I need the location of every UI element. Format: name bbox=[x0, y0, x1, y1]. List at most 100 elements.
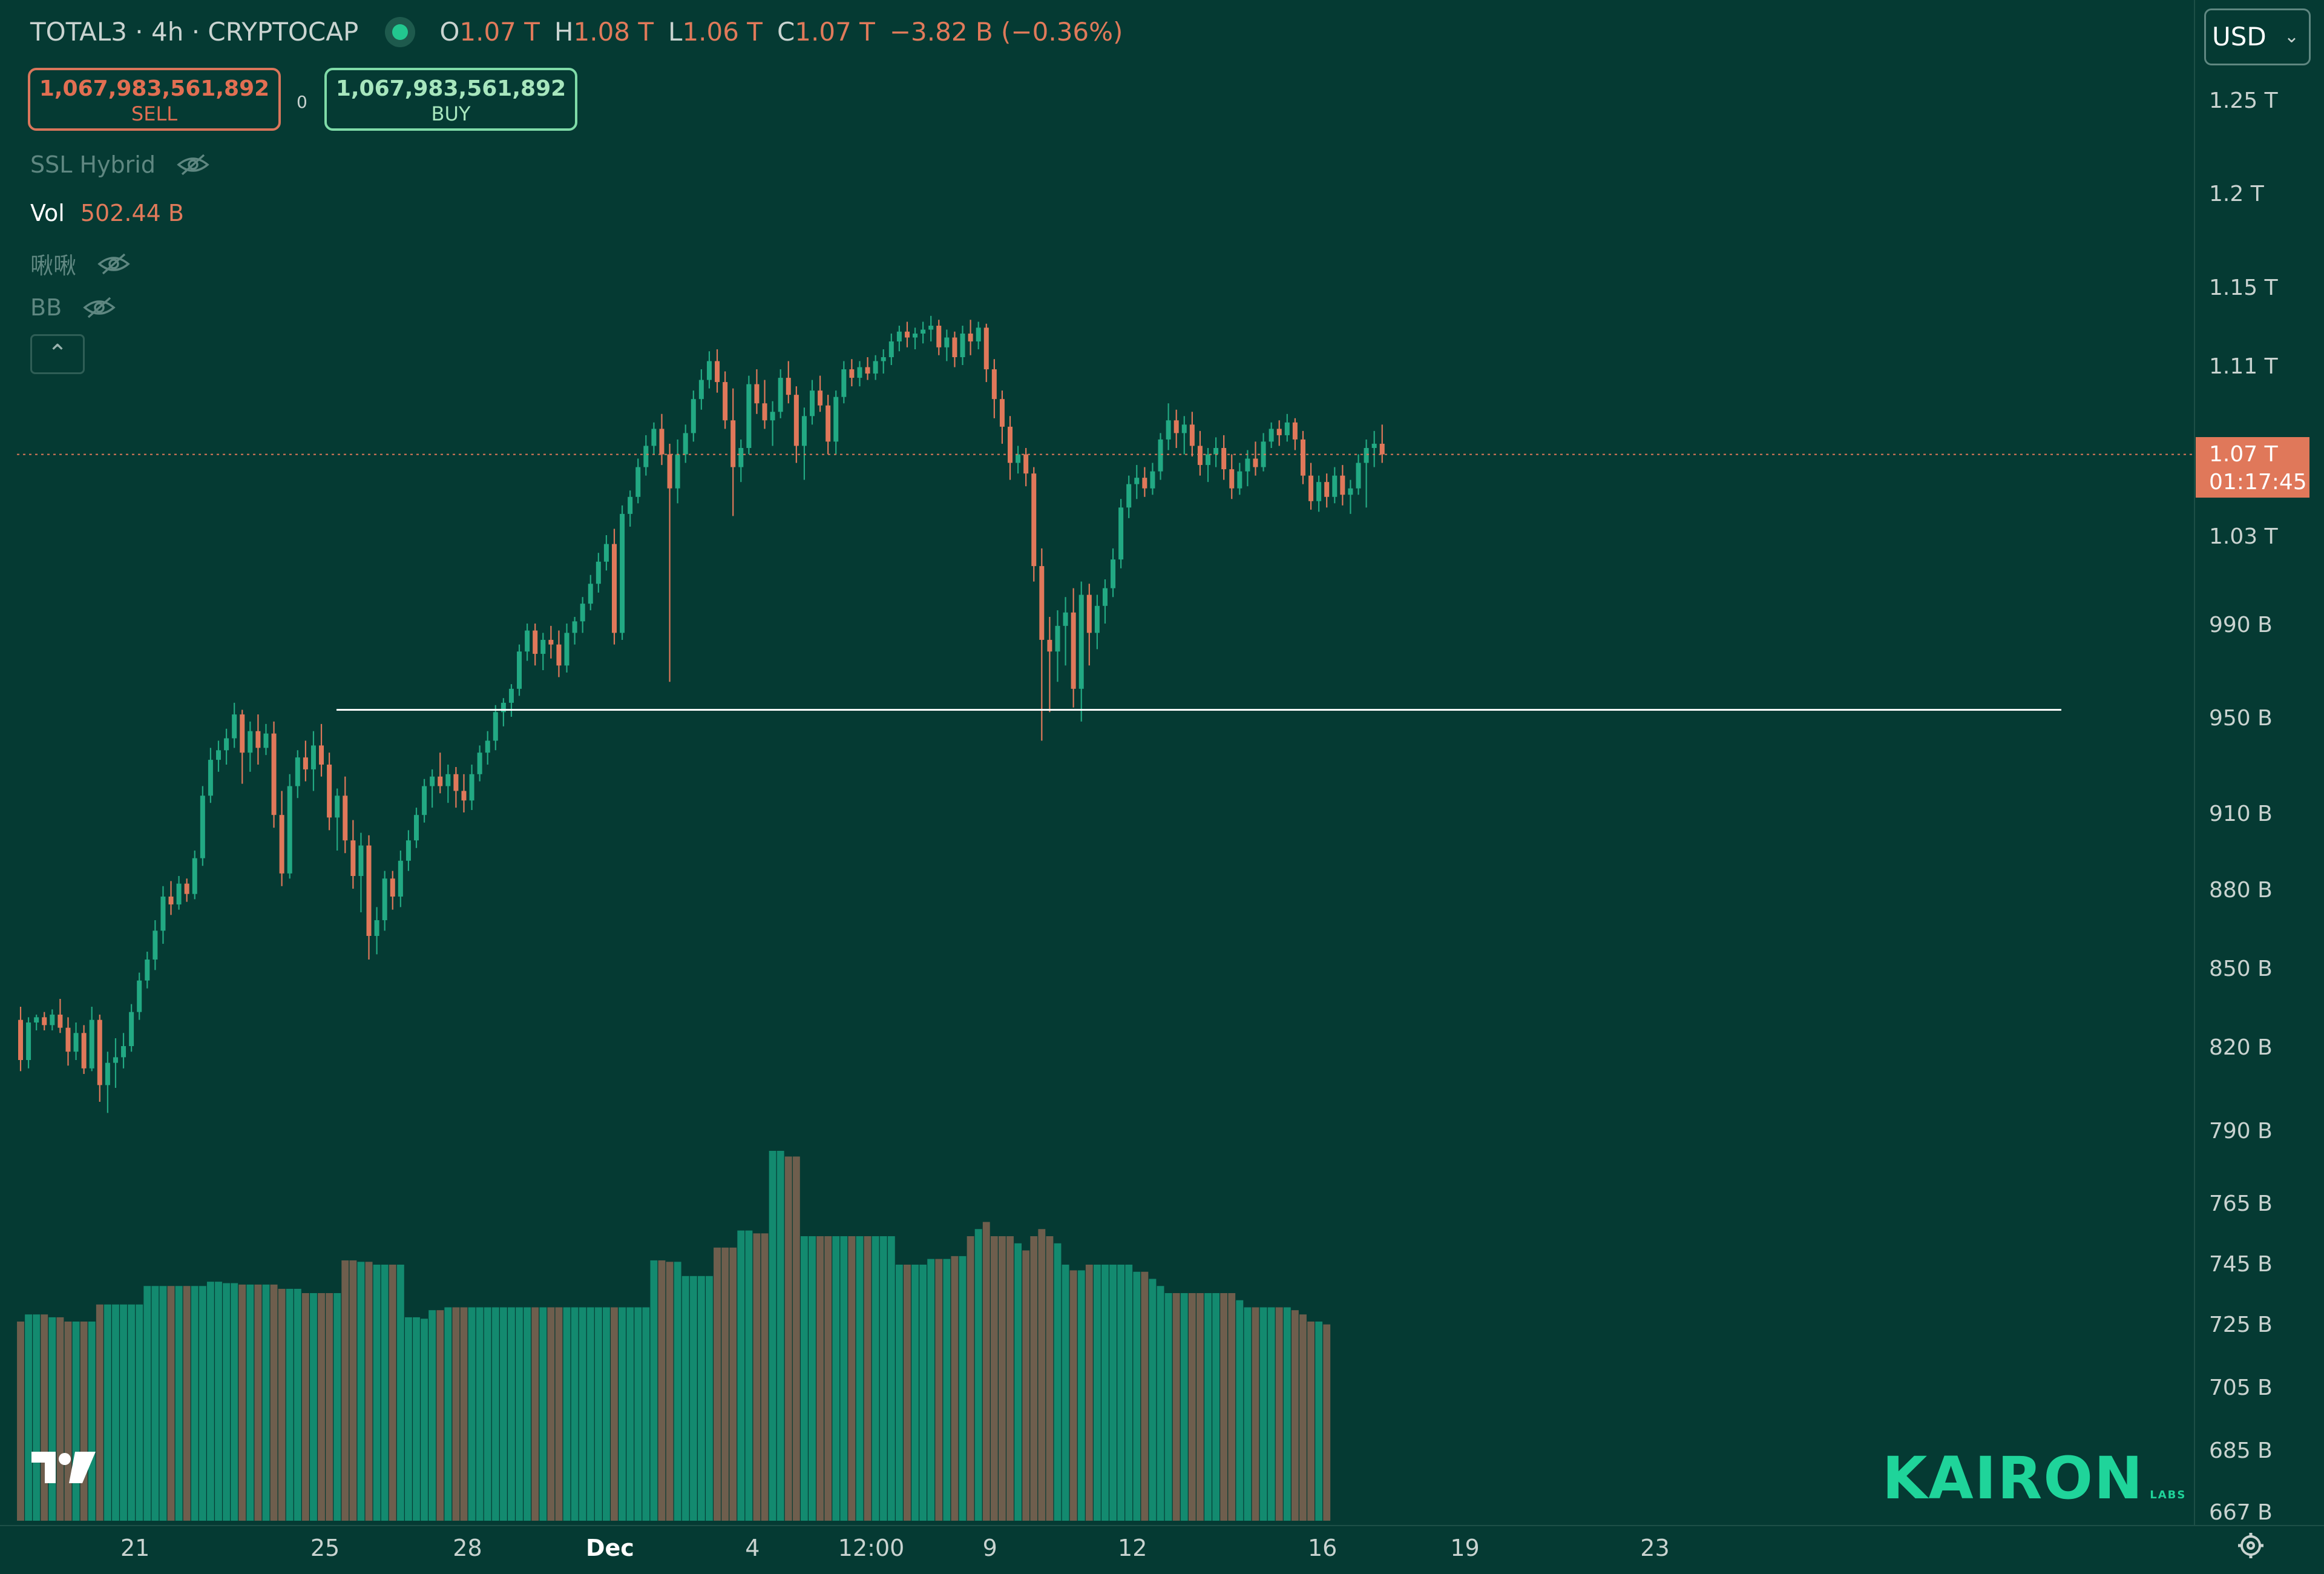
volume-bar bbox=[1101, 1265, 1109, 1521]
volume-bar bbox=[1291, 1310, 1299, 1521]
symbol-title[interactable]: TOTAL3 · 4h · CRYPTOCAP bbox=[30, 17, 359, 47]
candle bbox=[723, 371, 728, 429]
price-tick-label: 1.2 T bbox=[2209, 182, 2265, 206]
candle bbox=[232, 702, 237, 748]
hidden-eye-icon[interactable] bbox=[97, 252, 131, 276]
brand-logo: KAIRON LABS bbox=[1882, 1444, 2186, 1512]
candle-body bbox=[89, 1019, 94, 1069]
hidden-eye-icon[interactable] bbox=[176, 153, 210, 177]
candle bbox=[18, 1007, 23, 1072]
candle bbox=[1206, 447, 1210, 482]
volume-bar bbox=[33, 1314, 41, 1521]
indicator-bb[interactable]: BB bbox=[30, 294, 116, 321]
volume-bar bbox=[840, 1236, 848, 1521]
volume-bar bbox=[1236, 1300, 1244, 1521]
currency-select[interactable]: USD ⌄ bbox=[2204, 8, 2311, 65]
volume-bar bbox=[136, 1304, 143, 1521]
candle bbox=[1292, 418, 1298, 450]
price-tick-label: 1.15 T bbox=[2209, 275, 2279, 300]
volume-bar bbox=[1157, 1286, 1164, 1521]
candle-body bbox=[730, 420, 736, 467]
volume-bar bbox=[769, 1151, 776, 1521]
candle bbox=[572, 617, 577, 645]
volume-bar bbox=[1267, 1307, 1275, 1521]
price-tick-label: 725 B bbox=[2209, 1312, 2273, 1337]
candle bbox=[1118, 499, 1124, 568]
candle-body bbox=[1158, 439, 1163, 472]
candle bbox=[525, 624, 530, 661]
volume-bar bbox=[223, 1283, 231, 1521]
candle-body bbox=[319, 745, 324, 765]
candle bbox=[1023, 447, 1029, 487]
candle-body bbox=[1142, 478, 1147, 489]
candle-body bbox=[1126, 484, 1132, 508]
volume-bar bbox=[1196, 1293, 1204, 1521]
candle bbox=[477, 745, 482, 782]
candle bbox=[818, 375, 823, 412]
candle-body bbox=[192, 858, 197, 894]
buy-button[interactable]: 1,067,983,561,892 BUY bbox=[324, 68, 577, 131]
market-status-dot bbox=[392, 24, 409, 40]
candle bbox=[928, 315, 934, 341]
candle bbox=[1008, 416, 1013, 480]
collapse-indicators-button[interactable]: ⌃ bbox=[30, 334, 85, 374]
volume-bar bbox=[491, 1307, 499, 1521]
candle-body bbox=[968, 334, 973, 341]
volume-bar bbox=[1030, 1236, 1038, 1521]
candle bbox=[1047, 617, 1052, 713]
gear-icon[interactable] bbox=[2236, 1530, 2266, 1561]
time-tick-label: 23 bbox=[1640, 1535, 1669, 1561]
candle-body bbox=[1356, 463, 1361, 489]
candle-body bbox=[1276, 429, 1282, 435]
sell-button[interactable]: 1,067,983,561,892 SELL bbox=[28, 68, 281, 131]
volume-bar bbox=[1149, 1279, 1157, 1521]
candle-body bbox=[1102, 588, 1108, 606]
candle bbox=[42, 1012, 47, 1030]
hidden-eye-icon[interactable] bbox=[82, 295, 116, 320]
buy-price: 1,067,983,561,892 bbox=[335, 76, 566, 101]
volume-bar bbox=[792, 1156, 800, 1521]
candle bbox=[580, 597, 585, 633]
candle-body bbox=[533, 630, 538, 654]
candle-body bbox=[414, 815, 419, 841]
candle-body bbox=[659, 429, 665, 455]
candle-body bbox=[1229, 469, 1235, 489]
candle-body bbox=[358, 845, 364, 876]
volume-label: Vol bbox=[30, 200, 65, 226]
indicator-ssl-hybrid[interactable]: SSL Hybrid bbox=[30, 151, 210, 178]
candle bbox=[121, 1033, 126, 1069]
volume-bar bbox=[1283, 1307, 1291, 1521]
volume-bar bbox=[1014, 1243, 1022, 1521]
candle-body bbox=[778, 378, 783, 412]
volume-indicator[interactable]: Vol 502.44 B bbox=[30, 200, 184, 226]
candle-body bbox=[1364, 447, 1369, 463]
price-tick-label: 850 B bbox=[2209, 957, 2273, 981]
volume-bar bbox=[72, 1322, 80, 1521]
volume-bar bbox=[666, 1262, 674, 1521]
volume-bar bbox=[421, 1319, 428, 1521]
volume-bar bbox=[1164, 1293, 1172, 1521]
candle-body bbox=[343, 795, 348, 841]
volume-bar bbox=[151, 1286, 159, 1521]
candle-body bbox=[350, 840, 356, 876]
price-tick-label: 685 B bbox=[2209, 1438, 2273, 1463]
candle bbox=[517, 644, 522, 696]
volume-bar bbox=[381, 1265, 389, 1521]
open-label: O bbox=[439, 17, 460, 47]
volume-bar bbox=[1141, 1271, 1149, 1521]
volume-bar bbox=[681, 1276, 689, 1521]
tradingview-logo-icon[interactable] bbox=[31, 1452, 98, 1488]
candle bbox=[327, 752, 332, 831]
candle-body bbox=[501, 702, 506, 713]
candle-body bbox=[145, 960, 150, 981]
candle bbox=[1379, 424, 1385, 463]
indicator-custom[interactable]: 啾啾 bbox=[30, 247, 131, 280]
candle bbox=[34, 1015, 39, 1030]
price-tick-label: 820 B bbox=[2209, 1035, 2273, 1060]
volume-bar bbox=[1323, 1324, 1331, 1521]
candle-body bbox=[1055, 625, 1060, 652]
candle bbox=[295, 750, 300, 799]
candle-body bbox=[1316, 482, 1322, 501]
candle-body bbox=[715, 361, 720, 383]
